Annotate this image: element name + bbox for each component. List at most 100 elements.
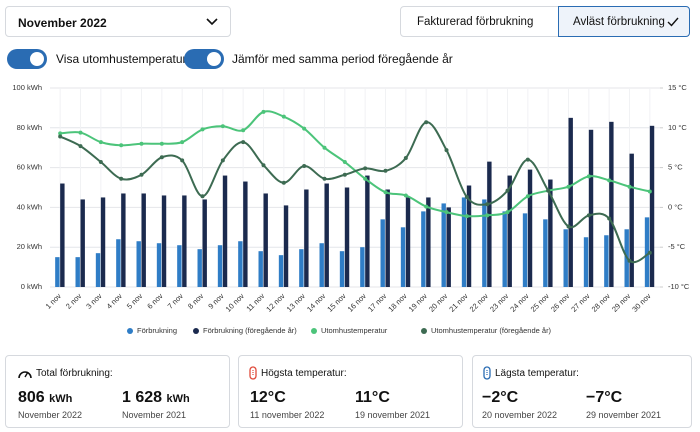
check-icon [667, 17, 679, 27]
y-tick-label: 100 kWh [12, 83, 42, 92]
line-point [485, 202, 490, 207]
line [60, 110, 651, 218]
line-point [98, 140, 103, 145]
bar [60, 183, 65, 287]
toggle[interactable] [184, 49, 224, 69]
line-point [342, 172, 347, 177]
line-point [261, 109, 266, 114]
legend-label: Utomhustemperatur (föregående år) [431, 326, 552, 335]
line-point [546, 188, 551, 193]
bar [482, 199, 487, 287]
line-point [586, 174, 591, 179]
thermometer-icon [483, 366, 491, 380]
bar [197, 249, 202, 287]
y2-tick-label: 15 °C [668, 83, 687, 92]
bar [263, 193, 268, 287]
line-point [566, 224, 571, 229]
line-point [139, 172, 144, 177]
unit: kWh [166, 393, 190, 405]
x-tick-label: 10 nov [224, 291, 246, 313]
line-point [424, 204, 429, 209]
line-point [403, 193, 408, 198]
x-tick-label: 14 nov [305, 291, 327, 313]
y-tick-label: 0 kWh [21, 282, 42, 291]
bar [583, 237, 589, 287]
x-tick-label: 30 nov [630, 291, 652, 313]
line-point [200, 194, 205, 199]
bar [243, 181, 248, 287]
total-value: 1 628 [122, 389, 163, 406]
line-point [139, 141, 144, 146]
bar [527, 169, 533, 287]
toggle[interactable] [7, 49, 47, 69]
line-point [363, 176, 368, 181]
bar [283, 205, 289, 287]
x-tick-label: 27 nov [569, 291, 591, 313]
line-point [586, 213, 591, 218]
line-point [525, 157, 530, 162]
x-tick-label: 29 nov [610, 291, 632, 313]
period-select[interactable]: November 2022 [5, 6, 231, 37]
tab-selected[interactable]: Avläst förbrukning [558, 6, 690, 37]
bar [568, 117, 573, 287]
bar [629, 153, 634, 287]
x-tick-label: 4 nov [105, 291, 125, 311]
x-tick-label: 26 nov [549, 291, 571, 313]
y-tick-label: 20 kWh [17, 242, 42, 251]
line-point [241, 128, 246, 133]
bar [548, 179, 553, 287]
bar [182, 195, 187, 287]
bar [344, 187, 350, 287]
bar [156, 243, 162, 287]
period: November 2022 [18, 410, 83, 420]
line-point [424, 120, 429, 125]
bar [385, 189, 390, 287]
bar [278, 255, 284, 287]
x-tick-label: 15 nov [325, 291, 347, 313]
x-tick-label: 3 nov [84, 291, 104, 311]
period: 29 november 2021 [586, 410, 662, 420]
tab[interactable]: Fakturerad förbrukning [400, 6, 559, 37]
line-point [647, 189, 652, 194]
line-point [627, 258, 632, 263]
line-point [485, 213, 490, 218]
bar [339, 251, 345, 287]
bar [543, 219, 548, 287]
y2-tick-label: -10 °C [668, 282, 690, 291]
line-point [78, 144, 83, 149]
bar [299, 249, 304, 287]
x-tick-label: 16 nov [346, 291, 368, 313]
line-point [383, 168, 388, 173]
x-tick-label: 22 nov [468, 291, 490, 313]
line-point [119, 176, 124, 181]
bar [461, 197, 467, 287]
line-point [342, 160, 347, 165]
x-tick-label: 12 nov [264, 291, 286, 313]
temp-value: 12°C [250, 389, 286, 406]
chart: 0 kWh 20 kWh 40 kWh 60 kWh 80 kWh 100 kWh -10 … [12, 83, 690, 335]
bar [446, 207, 451, 287]
thermometer-icon [249, 366, 257, 380]
x-tick-label: 8 nov [186, 291, 206, 311]
line-point [403, 156, 408, 161]
toggle-label: Jämför med samma period föregående år [232, 52, 453, 66]
x-tick-label: 23 nov [488, 291, 510, 313]
line-point [98, 160, 103, 165]
gauge-icon [18, 371, 32, 379]
line-point [220, 124, 225, 129]
line-point [281, 114, 286, 119]
x-tick-label: 18 nov [386, 291, 408, 313]
x-tick-label: 25 nov [529, 291, 551, 313]
bar [426, 197, 431, 287]
line-point [525, 194, 530, 199]
y-tick-label: 40 kWh [17, 202, 42, 211]
line-point [566, 184, 571, 189]
line-point [78, 130, 83, 135]
summary-card: Högsta temperatur: 12°C 11 november 2022… [238, 355, 463, 428]
chevron-icon [206, 18, 218, 26]
bar [238, 241, 243, 287]
unit: kWh [49, 393, 73, 405]
period: 20 november 2022 [482, 410, 558, 420]
x-tick-label: 28 nov [590, 291, 612, 313]
line-point [261, 163, 266, 168]
